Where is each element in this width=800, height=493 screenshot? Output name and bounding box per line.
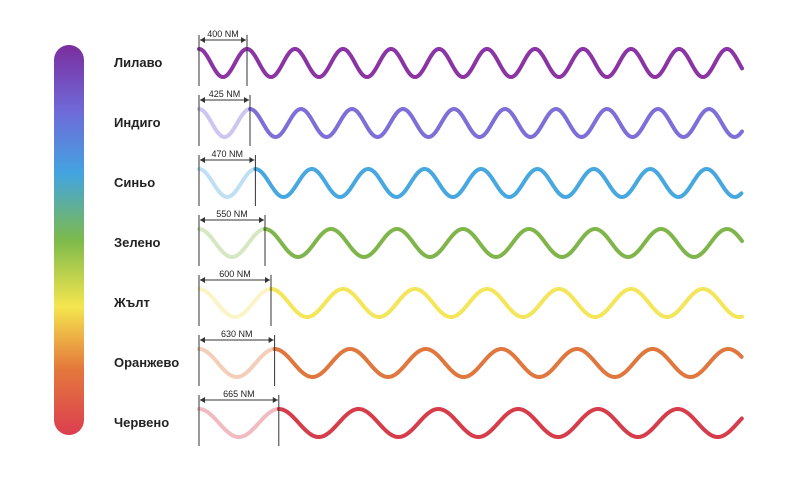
reference-wave-cycle <box>197 287 273 320</box>
waveform <box>248 106 744 139</box>
arrowhead-left-icon <box>200 277 205 283</box>
wave-row: Лилаво 400 NM <box>114 29 744 86</box>
band-label: Синьо <box>114 175 155 190</box>
wavelength-label: 665 NM <box>223 389 255 399</box>
band-label: Червено <box>114 415 169 430</box>
arrowhead-right-icon <box>249 157 255 163</box>
arrowhead-right-icon <box>272 397 278 403</box>
waveform <box>253 166 744 200</box>
wavelength-label: 470 NM <box>211 149 243 159</box>
reference-wave-cycle <box>197 347 276 380</box>
waveform <box>272 346 744 380</box>
wavelength-label: 630 NM <box>221 329 253 339</box>
arrowhead-left-icon <box>200 97 205 103</box>
reference-wave-cycle <box>197 167 257 200</box>
band-label: Индиго <box>114 115 161 130</box>
arrowhead-left-icon <box>200 37 205 43</box>
reference-wave-cycle <box>197 107 252 139</box>
wave-row: Червено 665 NM <box>114 389 744 446</box>
wave-rows: Лилаво 400 NM Индиго 425 NM Синьо 470 NM Зелен… <box>113 29 744 446</box>
band-label: Жълт <box>113 295 150 310</box>
wave-row: Синьо 470 NM <box>114 149 744 206</box>
arrowhead-left-icon <box>200 217 205 223</box>
arrowhead-right-icon <box>268 337 274 343</box>
wave-row: Индиго 425 NM <box>114 89 744 146</box>
wave-row: Жълт 600 NM <box>113 269 744 326</box>
arrowhead-right-icon <box>244 97 249 103</box>
arrowhead-right-icon <box>259 217 264 223</box>
arrowhead-left-icon <box>200 157 205 163</box>
wavelength-label: 425 NM <box>209 89 241 99</box>
arrowhead-left-icon <box>200 337 205 343</box>
wavelength-label: 400 NM <box>207 29 239 39</box>
wave-row: Оранжево 630 NM <box>114 329 744 386</box>
waveform <box>263 226 744 260</box>
wavelength-label: 550 NM <box>216 209 248 219</box>
arrowhead-left-icon <box>200 397 205 403</box>
wave-row: Зелено 550 NM <box>114 209 744 266</box>
reference-wave-cycle <box>197 47 249 80</box>
spectrum-bar <box>54 45 84 435</box>
band-label: Оранжево <box>114 355 179 370</box>
band-label: Лилаво <box>114 55 162 70</box>
arrowhead-right-icon <box>265 277 270 283</box>
waveform <box>269 286 744 320</box>
band-label: Зелено <box>114 235 161 250</box>
reference-wave-cycle <box>197 227 267 260</box>
waveform <box>245 46 744 80</box>
reference-wave-cycle <box>197 407 280 440</box>
arrowhead-right-icon <box>241 37 246 43</box>
wavelength-label: 600 NM <box>219 269 251 279</box>
waveform <box>276 406 744 440</box>
